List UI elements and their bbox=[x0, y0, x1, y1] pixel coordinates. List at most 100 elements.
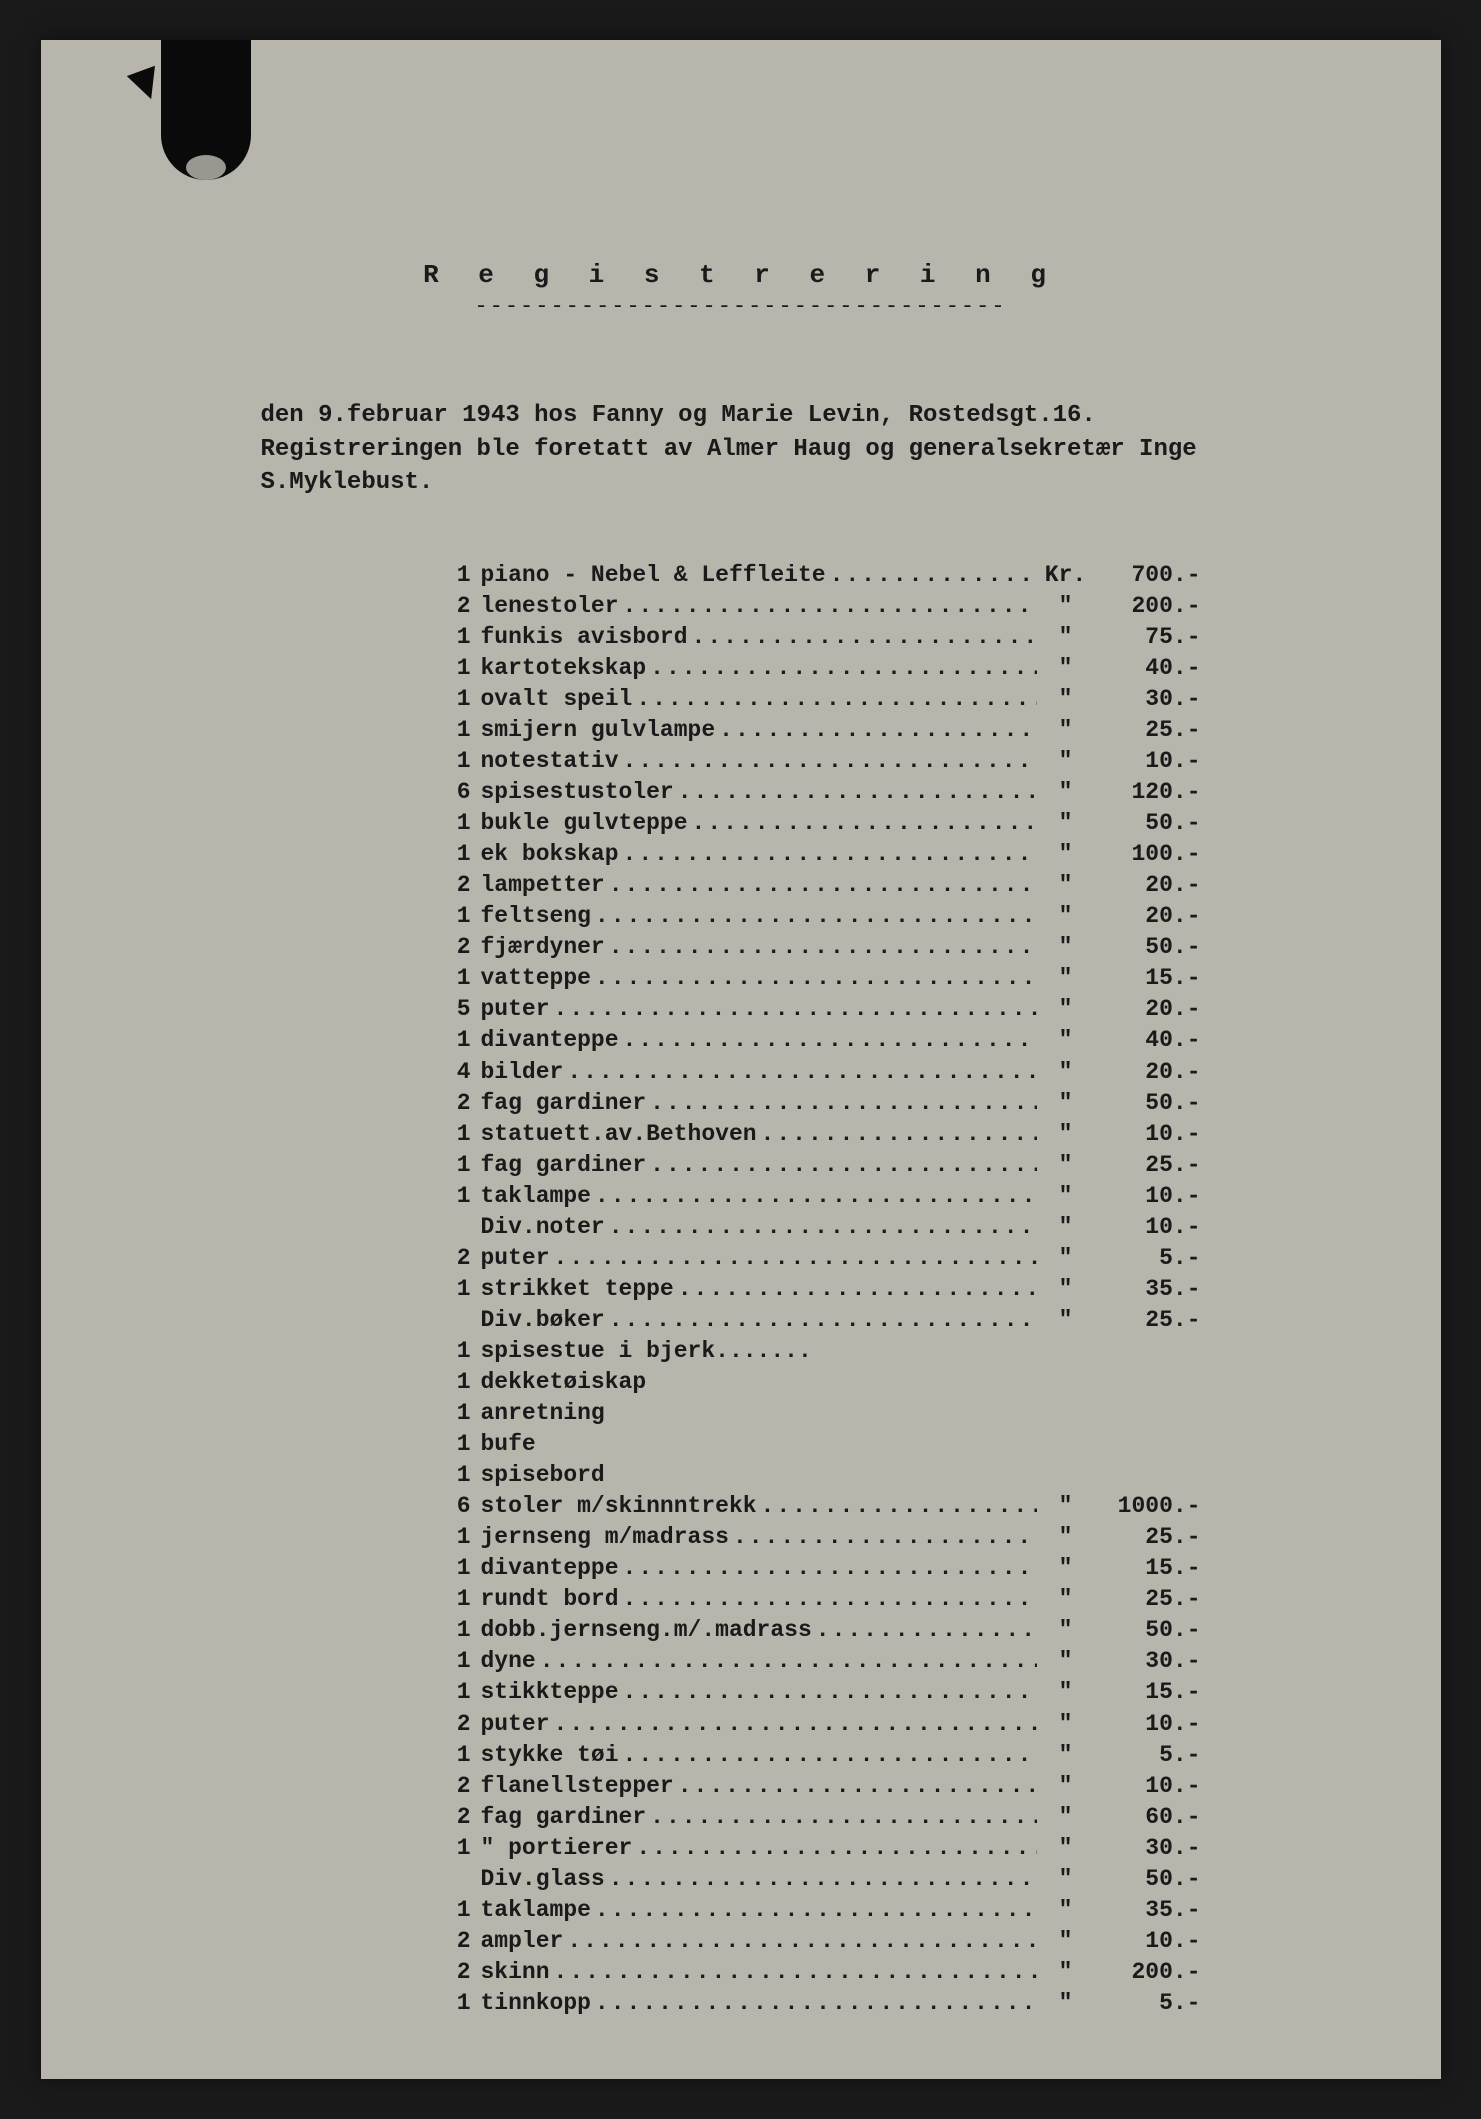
item-unit: " bbox=[1041, 1305, 1091, 1336]
item-row: 4bilder.................................… bbox=[441, 1057, 1201, 1088]
item-price: 50.- bbox=[1091, 932, 1201, 963]
item-price: 700.- bbox=[1091, 560, 1201, 591]
item-price: 100.- bbox=[1091, 839, 1201, 870]
item-qty: 1 bbox=[441, 901, 471, 932]
item-desc: taklampe bbox=[481, 1895, 591, 1926]
item-price: 35.- bbox=[1091, 1274, 1201, 1305]
item-desc: rundt bord bbox=[481, 1584, 619, 1615]
leader-dots: ........................................… bbox=[595, 1895, 1037, 1926]
item-row: 1dyne...................................… bbox=[441, 1646, 1201, 1677]
item-price: 10.- bbox=[1091, 1181, 1201, 1212]
leader-dots: ........................................… bbox=[650, 653, 1036, 684]
item-row: 1notestativ.............................… bbox=[441, 746, 1201, 777]
item-unit: " bbox=[1041, 1957, 1091, 1988]
item-row: 1divanteppe.............................… bbox=[441, 1025, 1201, 1056]
item-qty: 1 bbox=[441, 1460, 471, 1491]
item-qty: 2 bbox=[441, 1088, 471, 1119]
item-row: Div.glass...............................… bbox=[441, 1864, 1201, 1895]
item-price: 25.- bbox=[1091, 1522, 1201, 1553]
item-row: 1vatteppe...............................… bbox=[441, 963, 1201, 994]
leader-dots: ........................................… bbox=[609, 870, 1037, 901]
item-row: 1jernseng m/madrass.....................… bbox=[441, 1522, 1201, 1553]
document-page: R e g i s t r e r i n g ----------------… bbox=[41, 40, 1441, 2079]
item-price: 200.- bbox=[1091, 1957, 1201, 1988]
item-unit: " bbox=[1041, 870, 1091, 901]
item-unit: " bbox=[1041, 1553, 1091, 1584]
item-row: 2fjærdyner..............................… bbox=[441, 932, 1201, 963]
item-unit: " bbox=[1041, 1491, 1091, 1522]
item-desc: dyne bbox=[481, 1646, 536, 1677]
item-price: 15.- bbox=[1091, 963, 1201, 994]
item-row: 1rundt bord.............................… bbox=[441, 1584, 1201, 1615]
item-unit: " bbox=[1041, 1988, 1091, 2019]
leader-dots: ........................................… bbox=[761, 1119, 1037, 1150]
item-qty: 2 bbox=[441, 1243, 471, 1274]
item-row: 2 lenestoler.............................… bbox=[441, 591, 1201, 622]
item-qty: 6 bbox=[441, 777, 471, 808]
item-row: 1spisebord..............................… bbox=[441, 1460, 1201, 1491]
item-desc: fag gardiner bbox=[481, 1088, 647, 1119]
item-price: 50.- bbox=[1091, 1088, 1201, 1119]
item-unit: " bbox=[1041, 1274, 1091, 1305]
item-qty: 1 bbox=[441, 808, 471, 839]
item-price: 20.- bbox=[1091, 1057, 1201, 1088]
leader-dots: ........................................… bbox=[816, 1615, 1037, 1646]
leader-dots: ........................................… bbox=[678, 777, 1037, 808]
item-desc: smijern gulvlampe bbox=[481, 715, 716, 746]
leader-dots: ........................................… bbox=[609, 1864, 1037, 1895]
item-qty: 2 bbox=[441, 1802, 471, 1833]
item-row: 1fag gardiner...........................… bbox=[441, 1150, 1201, 1181]
item-unit: " bbox=[1041, 1771, 1091, 1802]
item-price: 120.- bbox=[1091, 777, 1201, 808]
title-underline: ----------------------------------- bbox=[121, 294, 1361, 319]
item-row: 5puter..................................… bbox=[441, 994, 1201, 1025]
item-unit: " bbox=[1041, 1025, 1091, 1056]
item-row: 1anretning..............................… bbox=[441, 1398, 1201, 1429]
leader-dots: ........................................… bbox=[609, 1212, 1037, 1243]
item-qty: 1 bbox=[441, 622, 471, 653]
item-row: 1taklampe...............................… bbox=[441, 1895, 1201, 1926]
item-row: 1stikkteppe.............................… bbox=[441, 1677, 1201, 1708]
item-qty: 1 bbox=[441, 1615, 471, 1646]
item-row: 1 " portierer...........................… bbox=[441, 1833, 1201, 1864]
item-desc: flanellstepper bbox=[481, 1771, 674, 1802]
item-qty: 1 bbox=[441, 1025, 471, 1056]
item-unit: " bbox=[1041, 839, 1091, 870]
leader-dots: ........................................… bbox=[623, 1553, 1037, 1584]
item-unit: " bbox=[1041, 808, 1091, 839]
item-desc: strikket teppe bbox=[481, 1274, 674, 1305]
item-price: 40.- bbox=[1091, 653, 1201, 684]
item-desc: lenestoler bbox=[481, 591, 619, 622]
item-row: 1taklampe...............................… bbox=[441, 1181, 1201, 1212]
item-unit: " bbox=[1041, 1119, 1091, 1150]
item-unit: " bbox=[1041, 653, 1091, 684]
item-row: 2fag gardiner...........................… bbox=[441, 1088, 1201, 1119]
item-desc: spisebord bbox=[481, 1460, 605, 1491]
leader-dots: ........................................… bbox=[554, 1957, 1037, 1988]
item-row: 1funkis avisbord........................… bbox=[441, 622, 1201, 653]
item-desc: statuett.av.Bethoven bbox=[481, 1119, 757, 1150]
leader-dots: ........................................… bbox=[636, 1833, 1036, 1864]
item-desc: fjærdyner bbox=[481, 932, 605, 963]
item-price: 50.- bbox=[1091, 1615, 1201, 1646]
leader-dots: ........................................… bbox=[636, 684, 1036, 715]
item-row: 1divanteppe.............................… bbox=[441, 1553, 1201, 1584]
item-desc: ampler bbox=[481, 1926, 564, 1957]
item-price: 5.- bbox=[1091, 1988, 1201, 2019]
item-desc: Div.glass bbox=[481, 1864, 605, 1895]
item-desc: divanteppe bbox=[481, 1553, 619, 1584]
item-qty: 2 bbox=[441, 591, 471, 622]
item-price: 15.- bbox=[1091, 1677, 1201, 1708]
item-desc: dekketøiskap bbox=[481, 1367, 647, 1398]
item-unit: " bbox=[1041, 1864, 1091, 1895]
item-price: 40.- bbox=[1091, 1025, 1201, 1056]
leader-dots: ........................................… bbox=[692, 622, 1037, 653]
leader-dots: ........................................… bbox=[623, 591, 1037, 622]
item-row: 6stoler m/skinnntrekk ..................… bbox=[441, 1491, 1201, 1522]
item-price: 60.- bbox=[1091, 1802, 1201, 1833]
item-unit: " bbox=[1041, 1833, 1091, 1864]
item-row: 2skinn..................................… bbox=[441, 1957, 1201, 1988]
item-desc: divanteppe bbox=[481, 1025, 619, 1056]
item-price: 10.- bbox=[1091, 1709, 1201, 1740]
item-unit: " bbox=[1041, 1646, 1091, 1677]
